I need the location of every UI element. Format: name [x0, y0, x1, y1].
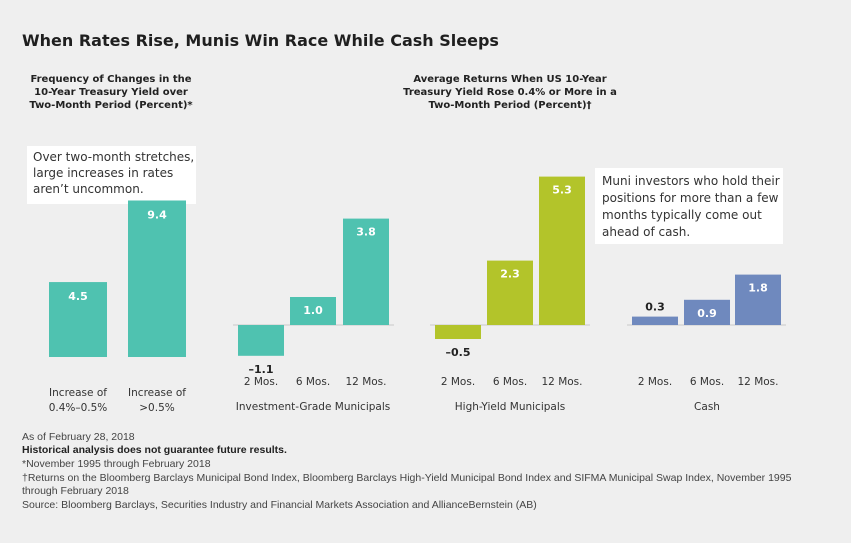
bar-cash-2 — [684, 299, 730, 325]
right-annotation-line-2: positions for more than a few — [602, 191, 779, 205]
right-chart-title-line-3: Two-Month Period (Percent)† — [428, 100, 591, 111]
bar-cash-1 — [632, 316, 678, 325]
left-annotation-line-3: aren’t uncommon. — [33, 182, 144, 196]
category-label-high-yield-municipals-3: 12 Mos. — [542, 376, 583, 388]
footnote-disclaimer: Historical analysis does not guarantee f… — [22, 444, 287, 456]
category-label-cash-2: 6 Mos. — [690, 376, 724, 388]
bars-layer: 4.5 Increase of 0.4%–0.5% 9.4 Increase of >0.… — [49, 176, 786, 414]
footnote-source: Source: Bloomberg Barclays, Securities I… — [22, 499, 537, 511]
data-label-frequency-2: 9.4 — [147, 208, 167, 221]
left-chart-title-line-2: 10-Year Treasury Yield over — [34, 87, 188, 98]
group-label-high-yield-municipals: High-Yield Municipals — [455, 401, 565, 413]
footnote-star: *November 1995 through February 2018 — [22, 458, 211, 470]
group-label-cash: Cash — [694, 401, 720, 413]
bar-high-yield-municipals-2 — [487, 260, 533, 325]
data-label-high-yield-municipals-3: 5.3 — [552, 184, 572, 197]
right-annotation-line-3: months typically come out — [602, 208, 762, 222]
bar-frequency-1 — [49, 282, 107, 357]
category-label-frequency-1-line-2: 0.4%–0.5% — [49, 402, 108, 414]
bar-frequency-2 — [128, 200, 186, 357]
category-label-investment-grade-municipals-1: 2 Mos. — [244, 376, 278, 388]
data-label-cash-1: 0.3 — [645, 301, 665, 314]
group-label-investment-grade-municipals: Investment-Grade Municipals — [236, 401, 390, 413]
category-label-cash-3: 12 Mos. — [738, 376, 779, 388]
footnote-date: As of February 28, 2018 — [22, 431, 135, 443]
data-label-investment-grade-municipals-3: 3.8 — [356, 226, 376, 239]
page-title: When Rates Rise, Munis Win Race While Ca… — [22, 31, 499, 50]
bar-high-yield-municipals-3 — [539, 176, 585, 325]
data-label-high-yield-municipals-1: –0.5 — [446, 346, 471, 359]
data-label-investment-grade-municipals-2: 1.0 — [303, 304, 323, 317]
left-annotation-line-1: Over two-month stretches, — [33, 150, 194, 164]
footnote-dagger-line-1: †Returns on the Bloomberg Barclays Munic… — [22, 472, 792, 484]
category-label-frequency-2-line-1: Increase of — [128, 387, 186, 399]
right-chart-title-line-2: Treasury Yield Rose 0.4% or More in a — [403, 87, 617, 98]
right-chart-title-line-1: Average Returns When US 10-Year — [413, 74, 606, 85]
data-label-high-yield-municipals-2: 2.3 — [500, 268, 520, 281]
data-label-cash-3: 1.8 — [748, 282, 768, 295]
category-label-high-yield-municipals-2: 6 Mos. — [493, 376, 527, 388]
left-chart-title-line-1: Frequency of Changes in the — [30, 74, 191, 85]
bar-investment-grade-municipals-1 — [238, 325, 284, 356]
data-label-cash-2: 0.9 — [697, 307, 717, 320]
bar-high-yield-municipals-1 — [435, 325, 481, 339]
bar-investment-grade-municipals-2 — [290, 297, 336, 325]
category-label-investment-grade-municipals-2: 6 Mos. — [296, 376, 330, 388]
right-annotation-box — [595, 168, 783, 244]
category-label-high-yield-municipals-1: 2 Mos. — [441, 376, 475, 388]
category-label-frequency-2-line-2: >0.5% — [139, 402, 174, 414]
left-annotation-line-2: large increases in rates — [33, 166, 173, 180]
bar-cash-3 — [735, 274, 781, 325]
footnote-dagger-line-2: through February 2018 — [22, 485, 129, 497]
data-label-frequency-1: 4.5 — [68, 290, 88, 303]
bar-investment-grade-municipals-3 — [343, 218, 389, 325]
left-annotation-box — [27, 146, 196, 204]
category-label-cash-1: 2 Mos. — [638, 376, 672, 388]
category-label-frequency-1-line-1: Increase of — [49, 387, 107, 399]
category-label-investment-grade-municipals-3: 12 Mos. — [346, 376, 387, 388]
left-chart-title-line-3: Two-Month Period (Percent)* — [29, 100, 193, 111]
right-annotation-line-4: ahead of cash. — [602, 225, 690, 239]
data-label-investment-grade-municipals-1: –1.1 — [249, 363, 274, 376]
right-annotation-line-1: Muni investors who hold their — [602, 174, 780, 188]
